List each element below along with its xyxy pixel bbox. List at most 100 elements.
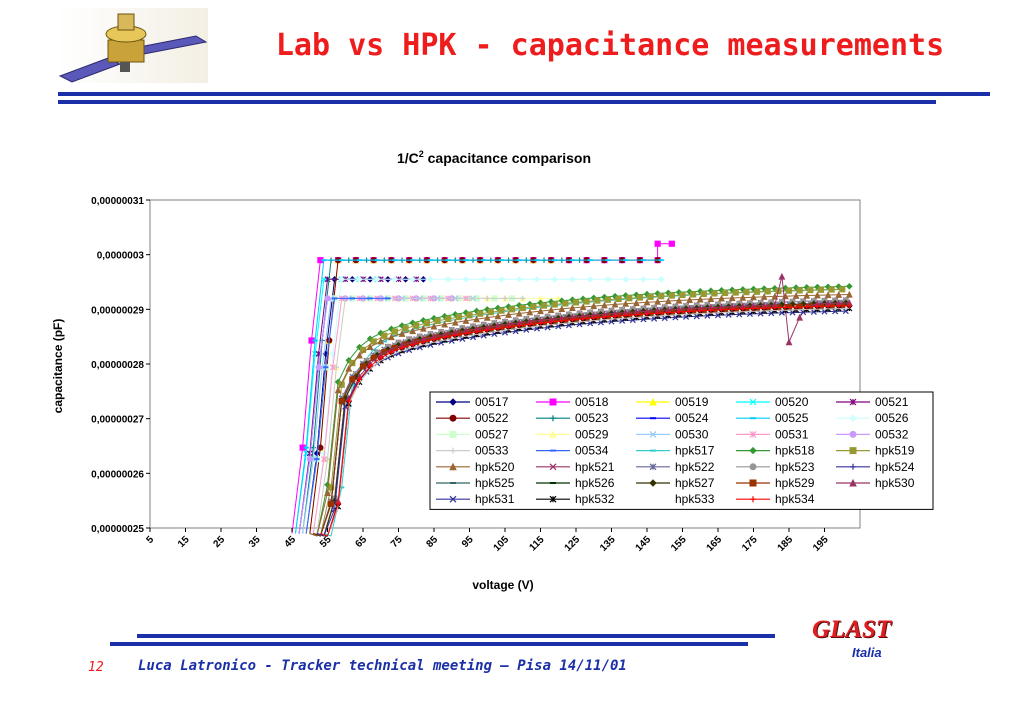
data-point (668, 292, 675, 299)
data-point (814, 303, 820, 310)
legend-label: 00518 (575, 395, 609, 409)
data-point (711, 290, 718, 297)
data-point (434, 317, 441, 325)
data-point (324, 295, 331, 302)
data-point (526, 308, 534, 316)
data-point (590, 302, 598, 310)
x-tick-label: 195 (811, 534, 831, 554)
data-point (792, 292, 800, 299)
data-point (449, 462, 457, 471)
legend-label: 00519 (675, 395, 709, 409)
data-point (378, 355, 384, 361)
data-point (803, 291, 811, 299)
data-point (483, 313, 491, 321)
data-point (462, 309, 470, 316)
data-point (515, 301, 523, 309)
series-00533 (316, 295, 526, 534)
data-point (740, 306, 746, 312)
data-point (551, 275, 559, 283)
data-point (749, 430, 757, 438)
data-point (722, 289, 729, 297)
data-point (409, 327, 417, 335)
data-point (849, 430, 857, 438)
legend-label: 00531 (775, 427, 809, 441)
data-point (580, 316, 586, 322)
series-hpk533 (320, 307, 850, 537)
data-point (817, 286, 825, 293)
x-tick-label: 165 (705, 534, 725, 554)
data-point (813, 291, 821, 299)
satellite-logo (58, 8, 208, 83)
data-point (526, 300, 534, 308)
data-point (675, 296, 683, 304)
data-point (455, 313, 462, 321)
data-point (687, 308, 693, 315)
data-point (835, 291, 843, 298)
y-tick-label: 0,00000029 (91, 305, 144, 316)
data-point (796, 313, 804, 321)
slide-title: Lab vs HPK - capacitance measurements (275, 28, 945, 63)
data-point (359, 346, 367, 353)
data-point (655, 310, 661, 316)
data-point (828, 286, 835, 293)
x-tick-label: 5 (144, 534, 156, 546)
data-point (551, 301, 558, 308)
data-point (636, 294, 643, 301)
data-point (549, 430, 557, 438)
data-point (494, 312, 502, 320)
data-point (356, 376, 363, 383)
data-point (676, 309, 682, 315)
data-point (398, 322, 406, 329)
footer-rule-thick (137, 634, 775, 638)
data-point (549, 495, 557, 503)
data-point (473, 315, 481, 323)
data-point (562, 300, 569, 307)
x-tick-label: 85 (424, 534, 440, 550)
data-point (761, 305, 767, 311)
data-point (473, 307, 480, 315)
data-point (845, 290, 853, 298)
data-point (849, 398, 857, 406)
data-point (527, 321, 533, 328)
data-point (530, 303, 537, 310)
legend-label: 00527 (475, 427, 509, 441)
data-point (388, 325, 395, 333)
data-point (370, 338, 377, 345)
data-point (690, 291, 697, 298)
legend-label: hpk520 (475, 460, 515, 474)
data-point (431, 295, 437, 301)
x-tick-label: 185 (776, 534, 796, 554)
y-tick-label: 0,00000027 (91, 415, 144, 426)
data-point (696, 295, 704, 303)
data-point (591, 315, 597, 321)
series-line (320, 307, 850, 537)
data-point (707, 295, 715, 303)
data-point (315, 364, 322, 371)
data-point (750, 293, 757, 301)
data-point (643, 298, 651, 306)
data-point (324, 456, 331, 462)
data-point (796, 287, 803, 294)
legend-label: 00523 (575, 411, 609, 425)
data-point (664, 297, 672, 305)
series-line (320, 276, 850, 537)
data-point (549, 463, 557, 471)
data-point (387, 333, 395, 341)
data-point (419, 324, 427, 332)
data-point (338, 275, 346, 283)
data-point (331, 497, 338, 505)
data-point (399, 345, 405, 351)
data-point (750, 305, 757, 312)
data-point (601, 314, 607, 320)
data-point (474, 329, 480, 335)
data-point (649, 479, 657, 487)
data-point (654, 297, 662, 305)
data-point (466, 295, 473, 301)
data-point (451, 311, 459, 318)
data-point (373, 275, 381, 283)
data-point (850, 463, 856, 470)
data-point (449, 398, 457, 406)
legend-label: hpk532 (575, 492, 615, 506)
data-point (377, 337, 385, 345)
